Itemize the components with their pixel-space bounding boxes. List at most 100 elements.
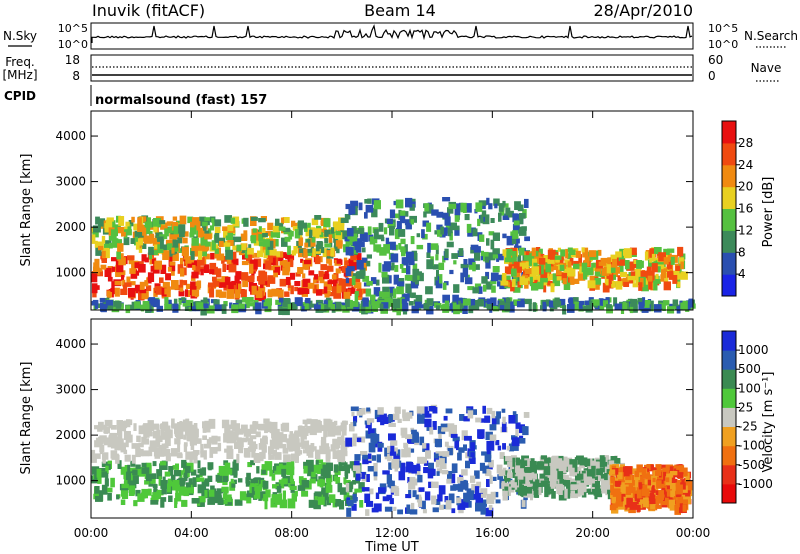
echo-cell [211, 217, 215, 223]
echo-cell [190, 225, 197, 235]
echo-cell [350, 301, 359, 307]
echo-cell [116, 262, 124, 273]
echo-cell [345, 246, 352, 256]
echo-cell [335, 477, 341, 484]
echo-cell [457, 500, 466, 510]
echo-cell [357, 271, 365, 279]
echo-cell [499, 300, 505, 306]
echo-cell [435, 254, 439, 261]
echo-cell [333, 245, 338, 251]
echo-cell [351, 411, 355, 417]
echo-cell [569, 275, 575, 285]
echo-cell [543, 466, 551, 476]
echo-cell [212, 276, 217, 282]
echo-cell [439, 453, 445, 459]
echo-cell [156, 305, 163, 312]
echo-cell [187, 421, 193, 429]
echo-cell [407, 436, 415, 444]
echo-cell [545, 269, 550, 277]
echo-cell [581, 489, 587, 498]
echo-cell [486, 304, 492, 310]
echo-cell [437, 494, 443, 502]
echo-cell [504, 257, 513, 263]
echo-cell [607, 490, 612, 500]
echo-cell [228, 262, 236, 273]
echo-cell [501, 408, 506, 413]
echo-cell [172, 303, 179, 313]
echo-cell [299, 248, 303, 253]
echo-cell [190, 469, 197, 476]
echo-cell [515, 457, 520, 463]
echo-cell [346, 289, 351, 295]
echo-cell [92, 299, 99, 305]
echo-cell [217, 247, 221, 258]
echo-cell [682, 504, 687, 512]
echo-cell [214, 244, 219, 252]
echo-cell [259, 480, 266, 488]
echo-cell [663, 257, 669, 265]
echo-cell [500, 280, 509, 286]
echo-cell [181, 280, 188, 286]
echo-cell [439, 463, 447, 470]
echo-cell [456, 440, 460, 451]
echo-cell [512, 213, 518, 223]
echo-cell [230, 217, 236, 224]
echo-cell [162, 431, 166, 440]
echo-cell [639, 499, 646, 504]
colorbar-segment [722, 407, 736, 427]
echo-cell [264, 298, 268, 306]
echo-cell [183, 434, 187, 440]
echo-cell [235, 271, 242, 280]
echo-cell [556, 479, 565, 486]
echo-cell [108, 235, 117, 241]
echo-cell [292, 304, 296, 310]
echo-cell [467, 286, 475, 291]
colorbar-segment [722, 121, 736, 144]
echo-cell [547, 249, 556, 260]
echo-cell [282, 447, 289, 454]
echo-cell [134, 262, 140, 269]
echo-cell [317, 479, 326, 487]
echo-cell [326, 254, 331, 264]
echo-cell [258, 241, 264, 247]
echo-cell [198, 250, 203, 260]
echo-cell [630, 271, 636, 277]
echo-cell [282, 217, 290, 223]
echo-cell [393, 455, 400, 462]
echo-cell [526, 277, 532, 285]
echo-cell [602, 300, 609, 308]
echo-cell [483, 284, 487, 292]
echo-cell [622, 302, 628, 309]
echo-cell [99, 297, 106, 303]
echo-cell [202, 425, 211, 433]
echo-cell [501, 422, 507, 433]
echo-cell [468, 298, 476, 306]
echo-cell [214, 304, 223, 312]
echo-cell [529, 460, 537, 468]
echo-cell [404, 274, 413, 281]
echo-cell [201, 244, 209, 252]
echo-cell [94, 302, 99, 309]
echo-cell [670, 471, 678, 476]
echo-cell [364, 493, 371, 503]
echo-cell [358, 473, 364, 478]
echo-cell [126, 276, 131, 284]
echo-cell [563, 460, 572, 467]
echo-cell [662, 300, 670, 306]
echo-cell [486, 440, 495, 451]
echo-cell [438, 458, 445, 465]
echo-cell [497, 474, 503, 480]
echo-cell [121, 490, 129, 499]
echo-cell [429, 426, 434, 435]
echo-cell [668, 275, 675, 280]
echo-cell [232, 245, 240, 251]
echo-cell [594, 277, 602, 285]
echo-cell [514, 242, 519, 251]
echo-cell [350, 200, 359, 208]
echo-cell [382, 289, 390, 298]
echo-cell [116, 239, 122, 247]
echo-cell [685, 472, 690, 481]
echo-cell [480, 250, 484, 258]
echo-cell [373, 474, 378, 481]
colorbar-tick-label: 24 [738, 158, 753, 172]
